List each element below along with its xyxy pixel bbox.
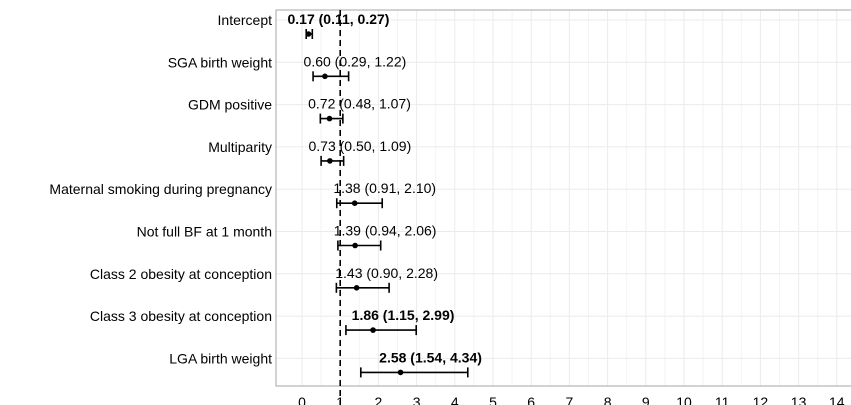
value-label-5: 1.39 (0.94, 2.06) [334, 223, 437, 239]
x-tick-label-7: 7 [566, 394, 574, 405]
x-tick-label-5: 5 [489, 394, 497, 405]
row-mark-5: 1.39 (0.94, 2.06) [334, 223, 437, 251]
grid-layer [276, 10, 851, 386]
point-estimate-1 [322, 73, 328, 80]
row-mark-2: 0.72 (0.48, 1.07) [308, 96, 411, 124]
value-label-4: 1.38 (0.91, 2.10) [333, 180, 436, 196]
x-tick-label-3: 3 [413, 394, 421, 405]
point-estimate-0 [305, 31, 312, 37]
x-tick-label-6: 6 [527, 394, 535, 405]
value-label-2: 0.72 (0.48, 1.07) [308, 96, 411, 112]
y-label-2: GDM positive [188, 97, 272, 113]
point-estimate-4 [351, 200, 358, 206]
x-tick-label-9: 9 [642, 394, 650, 405]
marks-layer: 0.17 (0.11, 0.27) 0.60 (0.29, 1.22) 0.72 (… [288, 11, 482, 378]
x-axis-ticks: 0 1 2 3 4 5 6 7 8 9 10 11 12 13 14 [298, 394, 845, 405]
point-estimate-7 [370, 327, 376, 333]
row-mark-0: 0.17 (0.11, 0.27) [288, 11, 390, 39]
value-label-7: 1.86 (1.15, 2.99) [352, 307, 455, 323]
x-tick-label-10: 10 [676, 394, 692, 405]
x-tick-label-13: 13 [791, 394, 807, 405]
plot-frame [275, 9, 851, 387]
point-estimate-8 [397, 369, 404, 376]
x-tick-label-2: 2 [375, 394, 383, 405]
y-axis-labels: Intercept SGA birth weight GDM positive Mul… [49, 12, 272, 366]
x-tick-label-8: 8 [604, 394, 612, 405]
row-mark-3: 0.73 (0.50, 1.09) [309, 138, 412, 166]
point-estimate-6 [353, 285, 360, 291]
value-label-1: 0.60 (0.29, 1.22) [304, 53, 407, 69]
y-label-8: LGA birth weight [169, 350, 272, 366]
x-tick-label-1: 1 [336, 394, 344, 405]
point-estimate-2 [326, 115, 333, 122]
y-label-3: Multiparity [208, 139, 272, 155]
value-label-0: 0.17 (0.11, 0.27) [288, 11, 390, 27]
y-label-4: Maternal smoking during pregnancy [49, 181, 272, 197]
point-estimate-3 [327, 158, 333, 164]
x-tick-label-11: 11 [715, 394, 730, 405]
x-tick-label-4: 4 [451, 394, 459, 405]
y-label-1: SGA birth weight [168, 54, 272, 70]
value-label-8: 2.58 (1.54, 4.34) [379, 349, 482, 365]
y-label-7: Class 3 obesity at conception [90, 308, 272, 324]
y-label-5: Not full BF at 1 month [137, 224, 272, 240]
value-label-3: 0.73 (0.50, 1.09) [309, 138, 412, 154]
y-label-6: Class 2 obesity at conception [90, 266, 272, 282]
x-tick-label-12: 12 [753, 394, 769, 405]
row-mark-1: 0.60 (0.29, 1.22) [304, 53, 407, 82]
row-mark-8: 2.58 (1.54, 4.34) [360, 349, 482, 378]
x-tick-label-14: 14 [829, 394, 845, 405]
y-label-0: Intercept [218, 12, 273, 28]
x-tick-label-0: 0 [298, 394, 306, 405]
row-mark-7: 1.86 (1.15, 2.99) [345, 307, 455, 336]
point-estimate-5 [352, 242, 358, 249]
row-mark-6: 1.43 (0.90, 2.28) [335, 265, 438, 293]
value-label-6: 1.43 (0.90, 2.28) [335, 265, 438, 281]
row-mark-4: 1.38 (0.91, 2.10) [333, 180, 436, 209]
